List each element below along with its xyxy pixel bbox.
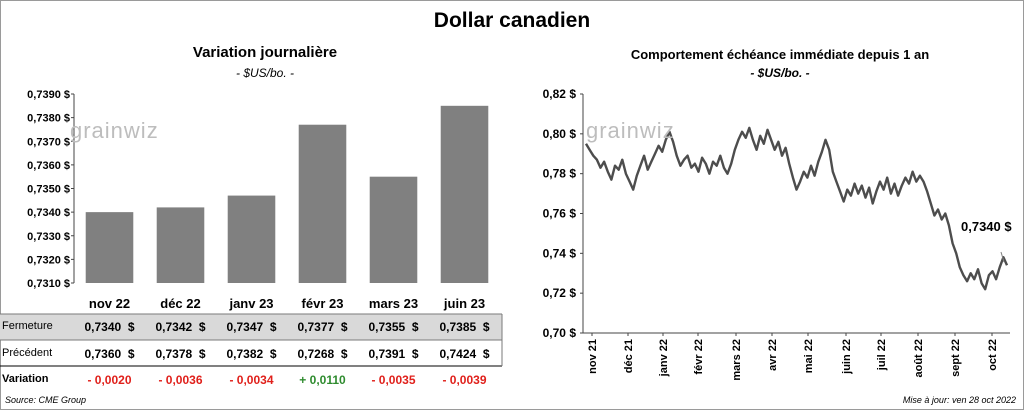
right-chart-unit: - $US/bo. - [750, 66, 810, 80]
left-chart-unit: - $US/bo. - [235, 66, 295, 80]
y-tick-label: 0,74 $ [543, 246, 577, 260]
table-cell-precedent: 0,7378 $ [155, 347, 206, 361]
y-tick-label: 0,70 $ [543, 326, 577, 340]
table-cell-precedent: 0,7360 $ [84, 347, 135, 361]
x-tick-label: mars 22 [731, 339, 743, 381]
x-tick-label: juil 22 [876, 339, 888, 371]
table-cell-fermeture: 0,7355 $ [368, 320, 419, 334]
table-cell-fermeture: 0,7347 $ [226, 320, 277, 334]
table-cell-variation: - 0,0020 [87, 373, 132, 387]
bar [440, 105, 489, 283]
bar [227, 195, 276, 283]
y-tick-label: 0,7310 $ [27, 278, 70, 290]
table-cell-fermeture: 0,7385 $ [439, 320, 490, 334]
y-tick-label: 0,7340 $ [27, 207, 70, 219]
row-label-precedent: Précédent [2, 347, 53, 359]
x-tick-label: janv 23 [228, 296, 273, 311]
left-watermark: grainwiz [70, 118, 159, 143]
x-tick-label: sept 22 [950, 339, 962, 377]
y-tick-label: 0,7320 $ [27, 254, 70, 266]
last-value-label: 0,7340 $ [961, 219, 1012, 234]
bar [156, 207, 205, 283]
source-note: Source: CME Group [5, 395, 87, 405]
right-watermark: grainwiz [586, 118, 675, 143]
series-line [584, 126, 1009, 291]
left-chart-title: Variation journalière [192, 44, 338, 61]
row-label-variation: Variation [2, 373, 49, 385]
y-tick-label: 0,76 $ [543, 207, 577, 221]
table-cell-fermeture: 0,7340 $ [84, 320, 135, 334]
x-tick-label: nov 22 [89, 296, 130, 311]
table-cell-precedent: 0,7424 $ [439, 347, 490, 361]
x-tick-label: juin 23 [443, 296, 485, 311]
y-tick-label: 0,7370 $ [27, 136, 70, 148]
y-tick-label: 0,80 $ [543, 127, 577, 141]
y-tick-label: 0,7350 $ [27, 184, 70, 196]
x-tick-label: avr 22 [767, 339, 779, 371]
x-tick-label: juin 22 [841, 339, 853, 375]
table-cell-precedent: 0,7391 $ [368, 347, 419, 361]
x-tick-label: mai 22 [803, 339, 815, 373]
x-tick-label: mars 23 [369, 296, 418, 311]
y-tick-label: 0,82 $ [543, 87, 577, 101]
x-tick-label: janv 22 [658, 339, 670, 377]
bar [85, 212, 134, 283]
bar [369, 176, 418, 283]
table-cell-variation: + 0,0110 [299, 373, 346, 387]
x-tick-label: août 22 [913, 339, 925, 378]
x-tick-label: oct 22 [987, 339, 999, 371]
y-tick-label: 0,78 $ [543, 167, 577, 181]
update-note: Mise à jour: ven 28 oct 2022 [902, 395, 1016, 405]
table-cell-precedent: 0,7382 $ [226, 347, 277, 361]
table-cell-fermeture: 0,7342 $ [155, 320, 206, 334]
bar [298, 124, 347, 284]
y-tick-label: 0,72 $ [543, 286, 577, 300]
table-cell-variation: - 0,0036 [158, 373, 203, 387]
x-tick-label: févr 22 [693, 339, 705, 374]
y-tick-label: 0,7390 $ [27, 89, 70, 101]
last-value-pointer [1000, 251, 1005, 263]
x-tick-label: déc 21 [623, 339, 635, 373]
table-row-shade [0, 314, 502, 340]
y-tick-label: 0,7330 $ [27, 231, 70, 243]
table-cell-precedent: 0,7268 $ [297, 347, 348, 361]
x-tick-label: févr 23 [302, 296, 344, 311]
right-chart-title: Comportement échéance immédiate depuis 1… [630, 47, 930, 62]
y-tick-label: 0,7360 $ [27, 160, 70, 172]
table-cell-fermeture: 0,7377 $ [297, 320, 348, 334]
page-title: Dollar canadien [433, 9, 591, 32]
x-tick-label: déc 22 [160, 296, 200, 311]
row-label-fermeture: Fermeture [2, 320, 53, 332]
x-tick-label: nov 21 [587, 339, 599, 374]
table-cell-variation: - 0,0035 [371, 373, 416, 387]
y-tick-label: 0,7380 $ [27, 113, 70, 125]
table-cell-variation: - 0,0034 [229, 373, 274, 387]
table-cell-variation: - 0,0039 [442, 373, 487, 387]
